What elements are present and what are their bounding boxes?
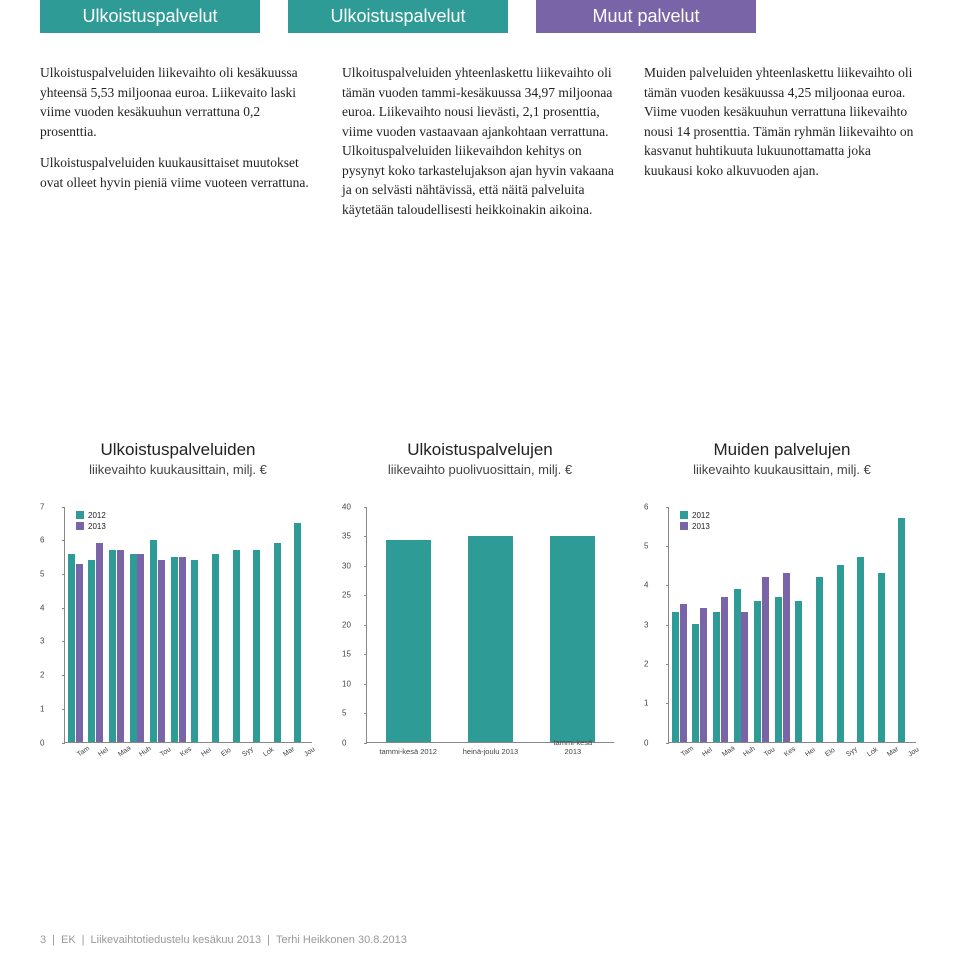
bar-2013-Kes [783,573,790,741]
chart1-title: Ulkoistuspalveluiden [40,440,316,460]
col-1: Ulkoistuspalveluiden liikevaihto oli kes… [40,63,316,220]
bar-2012-Syy [837,565,844,741]
col-3: Muiden palveluiden yhteenlaskettu liikev… [644,63,920,220]
footer-sep-1: | [52,934,55,946]
footer-sep-2: | [82,934,85,946]
tab-ulkoistuspalvelut-2: Ulkoistuspalvelut [288,0,508,33]
bar-2012-Tam [672,612,679,741]
chart-ulkoistus-halfyear: tammi-kesä 2012heinä-joulu 2013tammi-kes… [342,507,618,757]
chart-ulkoistus-monthly: TamHelMaaHuhTouKesHeiEloSyyLokMarJou2012… [40,507,316,757]
bar-2012-Lok [857,557,864,741]
bar-2012-Jou [898,518,905,741]
col2-para1: Ulkoituspalveluiden yhteenlaskettu liike… [342,63,618,220]
bar-2013-Huh [741,612,748,741]
footer-author: Terhi Heikkonen 30.8.2013 [276,934,407,946]
bar-2012-Tam [68,554,75,742]
bar-2012-Jou [294,523,301,741]
bar-2012-Huh [130,554,137,742]
bar-2013-Tam [680,604,687,741]
chart2-subtitle: liikevaihto puolivuosittain, milj. € [342,462,618,477]
footer-sep-3: | [267,934,270,946]
footer-title: Liikevaihtotiedustelu kesäkuu 2013 [91,934,262,946]
footer-org: EK [61,934,76,946]
bar-2012-Hei [795,601,802,742]
tab-muut-palvelut: Muut palvelut [536,0,756,33]
bar-2012-Kes [171,557,178,742]
bar-1 [468,536,513,742]
bar-2012-Tou [150,540,157,741]
bar-2013-Tou [158,560,165,741]
bar-2012-Maa [109,550,116,741]
bar-2 [550,536,595,742]
tab-ulkoistuspalvelut-1: Ulkoistuspalvelut [40,0,260,33]
body-columns: Ulkoistuspalveluiden liikevaihto oli kes… [40,63,920,220]
chart3-title-block: Muiden palvelujen liikevaihto kuukausitt… [644,440,920,477]
bar-2013-Tam [76,564,83,742]
footer-page: 3 [40,934,46,946]
bar-2012-Mar [274,543,281,741]
bar-0 [386,540,431,742]
bar-2012-Kes [775,597,782,742]
bar-2012-Elo [816,577,823,742]
bar-2013-Hel [700,608,707,741]
chart1-title-block: Ulkoistuspalveluiden liikevaihto kuukaus… [40,440,316,477]
charts-row: TamHelMaaHuhTouKesHeiEloSyyLokMarJou2012… [40,507,920,757]
bar-2013-Tou [762,577,769,742]
bar-2013-Maa [117,550,124,741]
bar-2013-Maa [721,597,728,742]
bar-2012-Tou [754,601,761,742]
chart-titles-row: Ulkoistuspalveluiden liikevaihto kuukaus… [40,440,920,477]
bar-2012-Syy [233,550,240,741]
chart2-title-block: Ulkoistuspalvelujen liikevaihto puolivuo… [342,440,618,477]
bar-2012-Huh [734,589,741,742]
bar-2012-Hei [191,560,198,741]
section-tabs: Ulkoistuspalvelut Ulkoistuspalvelut Muut… [40,0,920,33]
col-2: Ulkoituspalveluiden yhteenlaskettu liike… [342,63,618,220]
chart2-title: Ulkoistuspalvelujen [342,440,618,460]
chart-muut-monthly: TamHelMaaHuhTouKesHeiEloSyyLokMarJou2012… [644,507,920,757]
bar-2013-Hel [96,543,103,741]
chart3-title: Muiden palvelujen [644,440,920,460]
chart3-subtitle: liikevaihto kuukausittain, milj. € [644,462,920,477]
bar-2012-Elo [212,554,219,742]
bar-2012-Hel [692,624,699,742]
bar-2013-Kes [179,557,186,742]
chart1-subtitle: liikevaihto kuukausittain, milj. € [40,462,316,477]
col3-para1: Muiden palveluiden yhteenlaskettu liikev… [644,63,920,180]
bar-2012-Maa [713,612,720,741]
col1-para2: Ulkoistuspalveluiden kuukausittaiset muu… [40,153,316,192]
col1-para1: Ulkoistuspalveluiden liikevaihto oli kes… [40,63,316,141]
bar-2013-Huh [137,554,144,742]
bar-2012-Hel [88,560,95,741]
bar-2012-Lok [253,550,260,741]
bar-2012-Mar [878,573,885,741]
page-footer: 3 | EK | Liikevaihtotiedustelu kesäkuu 2… [40,934,407,946]
